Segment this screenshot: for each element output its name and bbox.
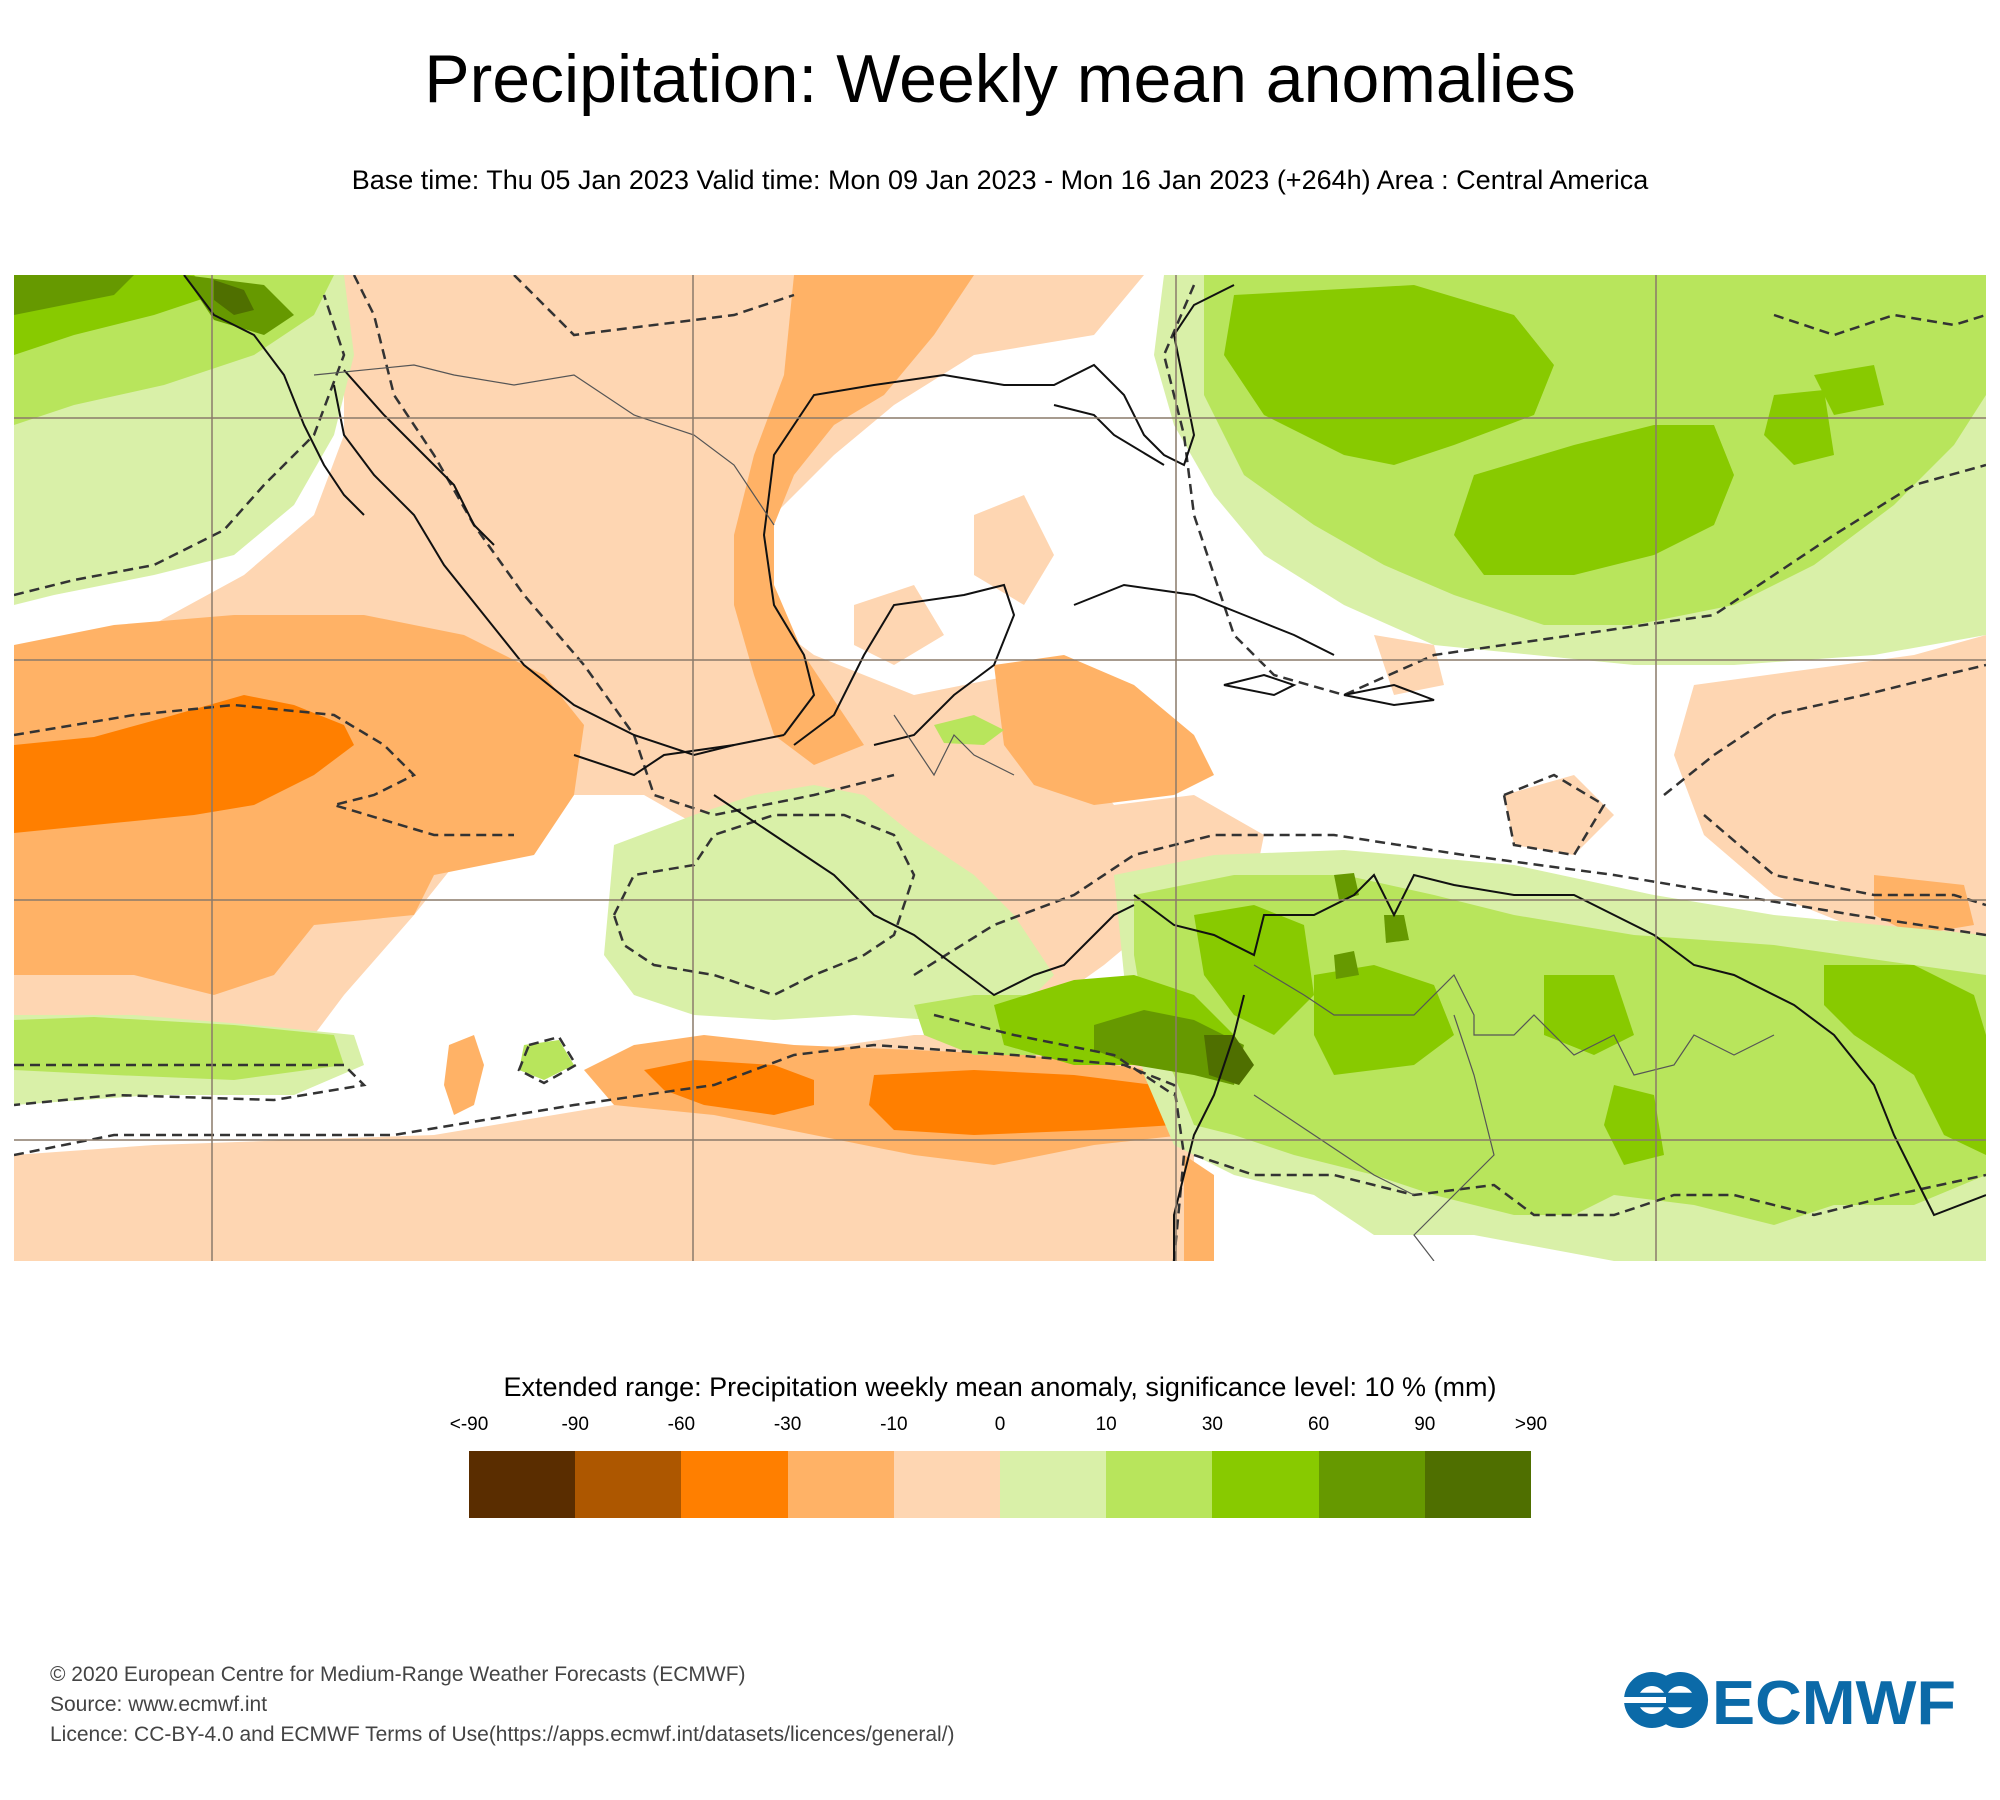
footer-copyright: © 2020 European Centre for Medium-Range … [50, 1663, 746, 1686]
anomaly-layer-gt90 [214, 280, 1254, 1085]
legend-tick-label: -30 [773, 1414, 802, 1435]
legend-box-1 [575, 1451, 682, 1518]
legend-title: Extended range: Precipitation weekly mea… [503, 1372, 1497, 1402]
legend-tick-label: 90 [1414, 1414, 1436, 1435]
legend-tick-label: 60 [1308, 1414, 1330, 1435]
legend-box-0 [469, 1451, 576, 1518]
legend-tick-label: 0 [994, 1414, 1006, 1435]
ecmwf-logo-text: ECMWF [1712, 1669, 1956, 1732]
legend-box-8 [1318, 1451, 1425, 1518]
legend-tick-label: >90 [1514, 1414, 1548, 1435]
grid-lines [14, 275, 1986, 1261]
ecmwf-logo-icon [1620, 1672, 1709, 1728]
chart-subtitle: Base time: Thu 05 Jan 2023 Valid time: M… [351, 165, 1649, 195]
legend-box-9 [1424, 1451, 1532, 1518]
significance-contours [14, 275, 1986, 1261]
coastlines [183, 275, 1986, 1261]
legend-colorbar [469, 1451, 1532, 1518]
legend-tick-label: 30 [1201, 1414, 1223, 1435]
chart-title: Precipitation: Weekly mean anomalies [424, 41, 1576, 117]
footer-licence: Licence: CC-BY-4.0 and ECMWF Terms of Us… [50, 1723, 955, 1746]
legend-tick-label: -90 [561, 1414, 589, 1435]
legend-tick-label: -10 [880, 1414, 908, 1435]
footer: © 2020 European Centre for Medium-Range … [50, 1660, 955, 1750]
legend-tick-label: <-90 [449, 1414, 489, 1435]
legend-box-5 [1000, 1451, 1107, 1518]
legend-box-7 [1212, 1451, 1319, 1518]
legend-box-2 [681, 1451, 788, 1518]
ecmwf-logo: ECMWF [1620, 1669, 1956, 1732]
anomaly-layer-neg60-neg30 [14, 695, 1184, 1135]
legend-box-6 [1106, 1451, 1213, 1518]
country-borders [313, 364, 1775, 1261]
legend-box-3 [787, 1451, 894, 1518]
anomaly-map [14, 275, 1986, 1261]
legend-box-4 [893, 1451, 1001, 1518]
legend-tick-labels: <-90 -90 -60 -30 -10 0 10 30 60 90 >90 [450, 1414, 1547, 1438]
footer-source: Source: www.ecmwf.int [50, 1693, 268, 1716]
legend-tick-label: 10 [1095, 1414, 1117, 1435]
legend-tick-label: -60 [667, 1414, 696, 1435]
